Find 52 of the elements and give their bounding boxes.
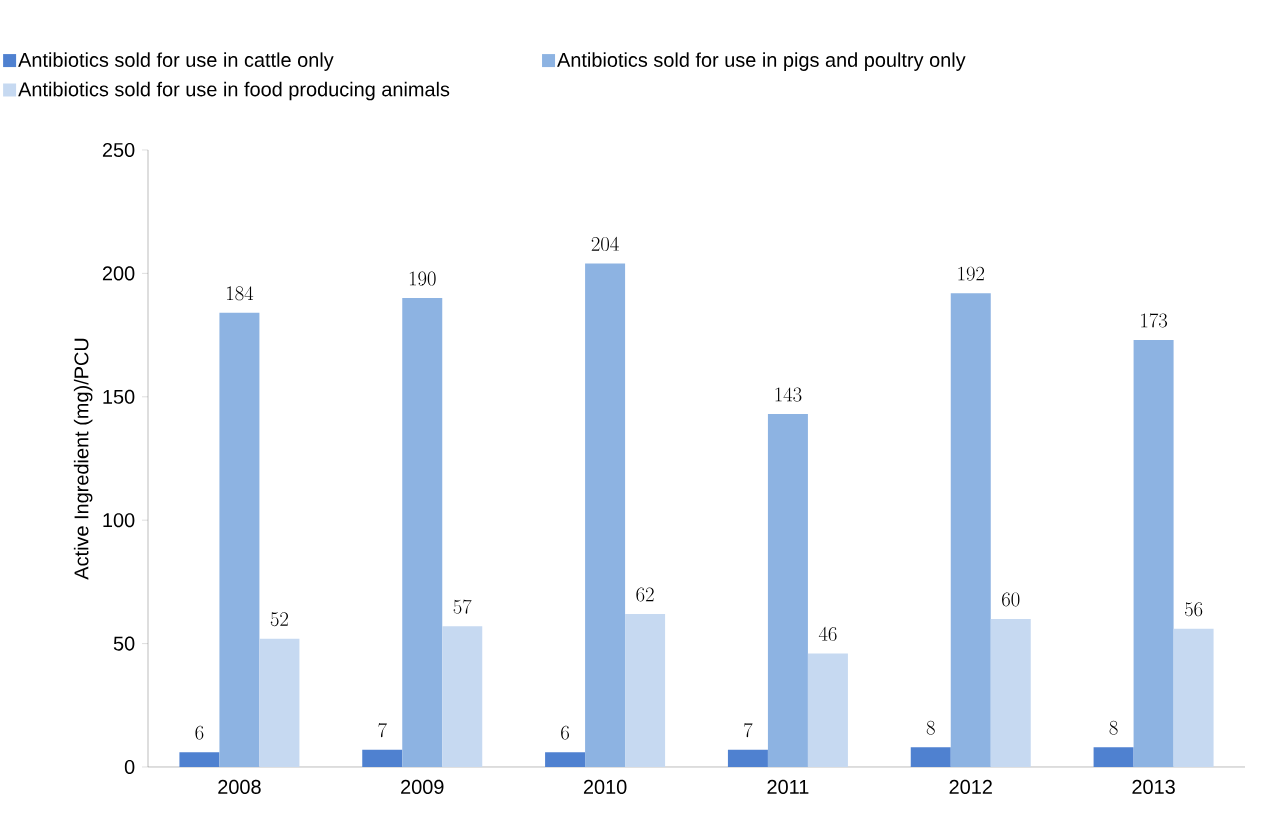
bar [950, 293, 991, 767]
bar [727, 749, 768, 767]
data-label: 62 [636, 587, 654, 602]
bar [219, 312, 260, 767]
x-tick-label: 2010 [583, 779, 627, 794]
data-label: 190 [409, 271, 436, 286]
data-label: 192 [958, 266, 985, 281]
y-tick-label: 150 [103, 389, 135, 404]
legend-label: Antibiotics sold for use in food producing animals [18, 81, 450, 101]
data-label: 173 [1141, 313, 1168, 328]
x-tick-label: 2008 [218, 779, 261, 794]
y-tick-label: 100 [103, 513, 135, 528]
bar [910, 747, 951, 767]
y-tick-label: 0 [124, 759, 135, 775]
x-tick-label: 2011 [767, 779, 809, 794]
bar [767, 414, 808, 767]
data-label: 57 [453, 599, 472, 614]
bar [1093, 747, 1134, 767]
bar [545, 752, 586, 767]
x-tick-label: 2009 [401, 779, 444, 794]
legend-label: Antibiotics sold for use in cattle only [18, 52, 334, 71]
data-label: 184 [227, 286, 254, 301]
bar [442, 626, 483, 767]
bar [585, 263, 626, 767]
bar [1173, 628, 1214, 767]
data-label: 143 [775, 387, 802, 402]
bar [807, 653, 848, 767]
data-label: 52 [270, 612, 289, 627]
bar [362, 749, 403, 767]
bar [1133, 340, 1174, 767]
y-tick-label: 50 [113, 636, 135, 651]
data-label: 60 [1002, 592, 1020, 607]
bar [625, 613, 666, 767]
y-tick-label: 250 [102, 142, 135, 158]
legend-label: Antibiotics sold for use in pigs and poultry only [557, 52, 966, 71]
data-label: 7 [744, 722, 753, 738]
data-label: 46 [818, 626, 837, 641]
bar [179, 752, 220, 767]
data-label: 204 [591, 236, 619, 251]
bar [259, 638, 300, 767]
data-label: 8 [1109, 720, 1118, 735]
y-tick-label: 200 [102, 266, 135, 281]
data-label: 6 [195, 725, 204, 740]
data-label: 8 [926, 720, 935, 735]
y-axis-title: Active Ingredient (mg)/PCU [73, 338, 93, 580]
x-tick-label: 2013 [1132, 779, 1175, 794]
data-label: 56 [1184, 602, 1203, 617]
data-label: 7 [378, 722, 387, 738]
x-tick-label: 2012 [949, 779, 992, 794]
data-label: 6 [561, 725, 570, 740]
bar [990, 618, 1031, 767]
bar [402, 298, 443, 767]
